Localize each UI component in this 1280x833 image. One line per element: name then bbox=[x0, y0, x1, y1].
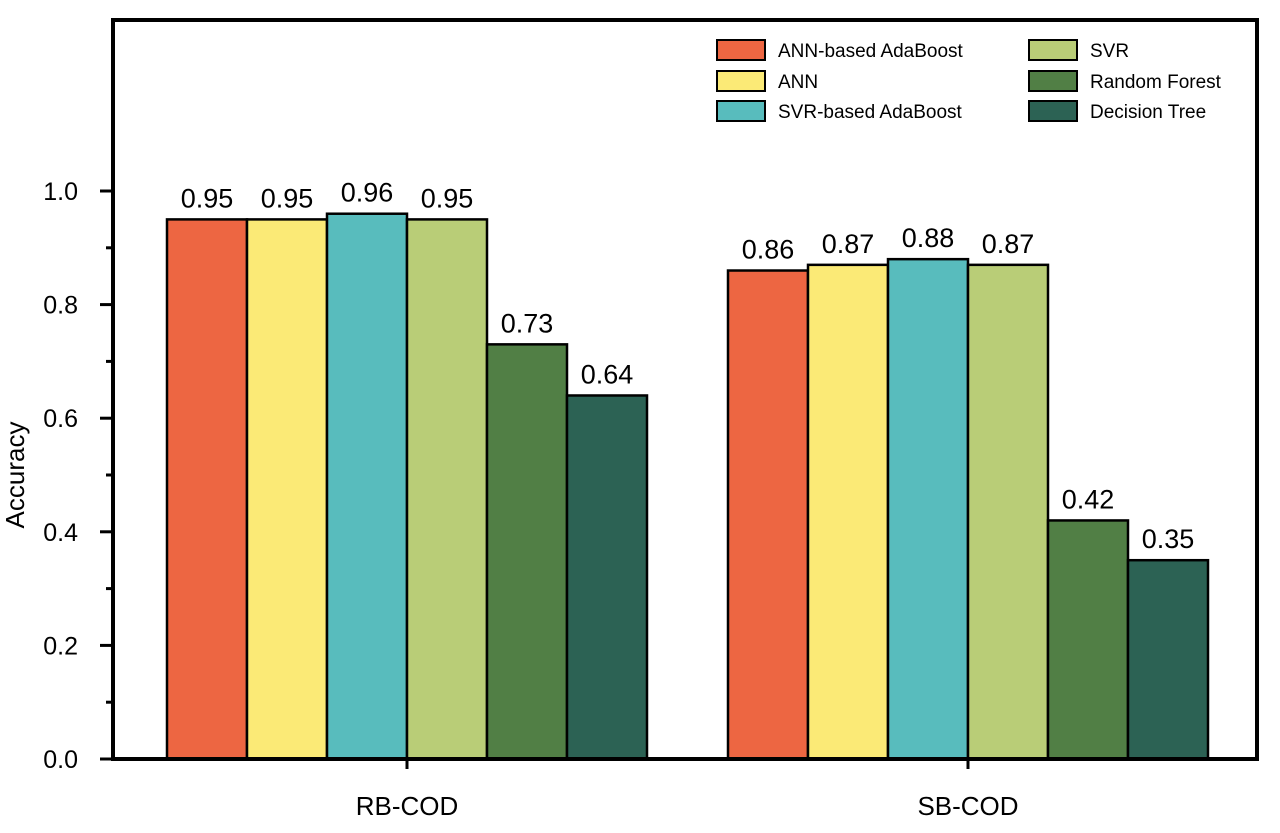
bar-rb-cod-1 bbox=[245, 218, 329, 761]
marks-layer: 0.95 0.95 0.96 0.95 0.73 0.64 0.86 0.87 0.88 0.87… bbox=[165, 178, 1210, 761]
bar-sb-cod-3 bbox=[966, 263, 1050, 761]
legend-swatch bbox=[1028, 100, 1078, 122]
bar-rb-cod-4 bbox=[485, 343, 569, 761]
y-tick-label: 0.2 bbox=[43, 632, 78, 660]
data-label: 0.35 bbox=[1142, 524, 1195, 554]
data-label: 0.86 bbox=[742, 235, 795, 265]
x-tick-label: RB-COD bbox=[356, 791, 459, 821]
bar-rb-cod-3 bbox=[405, 218, 489, 761]
legend-label: ANN-based AdaBoost bbox=[778, 41, 964, 62]
bar-rb-cod-2 bbox=[325, 212, 409, 761]
legend-swatch bbox=[716, 100, 766, 122]
y-tick-label: 0.6 bbox=[43, 405, 78, 433]
bar-sb-cod-0 bbox=[726, 269, 810, 761]
y-tick-label: 0.0 bbox=[43, 746, 78, 774]
bar-sb-cod-4 bbox=[1046, 519, 1130, 761]
legend: ANN-based AdaBoost ANN SVR-based AdaBoost S… bbox=[716, 39, 1222, 123]
bar-rb-cod-5 bbox=[565, 394, 649, 761]
data-label: 0.87 bbox=[822, 229, 875, 259]
data-label: 0.73 bbox=[501, 308, 554, 338]
y-tick-label: 0.4 bbox=[43, 519, 78, 547]
y-tick-label: 1.0 bbox=[43, 178, 78, 206]
legend-label: ANN bbox=[778, 72, 818, 93]
bar-sb-cod-5 bbox=[1126, 558, 1210, 761]
bar-sb-cod-2 bbox=[886, 257, 970, 761]
data-label: 0.88 bbox=[902, 223, 955, 253]
data-label: 0.87 bbox=[982, 229, 1035, 259]
legend-swatch bbox=[1028, 39, 1078, 61]
legend-swatch bbox=[716, 39, 766, 61]
data-label: 0.42 bbox=[1062, 484, 1115, 514]
data-label: 0.64 bbox=[581, 359, 634, 389]
data-label: 0.95 bbox=[421, 183, 474, 213]
y-tick-label: 0.8 bbox=[43, 292, 78, 320]
legend-swatch bbox=[716, 70, 766, 92]
legend-swatch bbox=[1028, 70, 1078, 92]
y-axis-title: Accuracy bbox=[0, 422, 30, 529]
legend-label: Random Forest bbox=[1090, 72, 1222, 93]
legend-label: SVR bbox=[1090, 41, 1129, 62]
legend-label: Decision Tree bbox=[1090, 102, 1206, 123]
data-label: 0.95 bbox=[181, 183, 234, 213]
data-label: 0.95 bbox=[261, 183, 314, 213]
data-label: 0.96 bbox=[341, 178, 394, 208]
x-tick-label: SB-COD bbox=[917, 791, 1018, 821]
bar-rb-cod-0 bbox=[165, 218, 249, 761]
ticks-layer: RB-COD SB-COD 0.0 0.2 0.4 0.6 0.8 1.0 bbox=[43, 178, 1018, 821]
legend-label: SVR-based AdaBoost bbox=[778, 102, 963, 123]
plot-frame bbox=[111, 18, 1259, 761]
bar-sb-cod-1 bbox=[806, 263, 890, 761]
